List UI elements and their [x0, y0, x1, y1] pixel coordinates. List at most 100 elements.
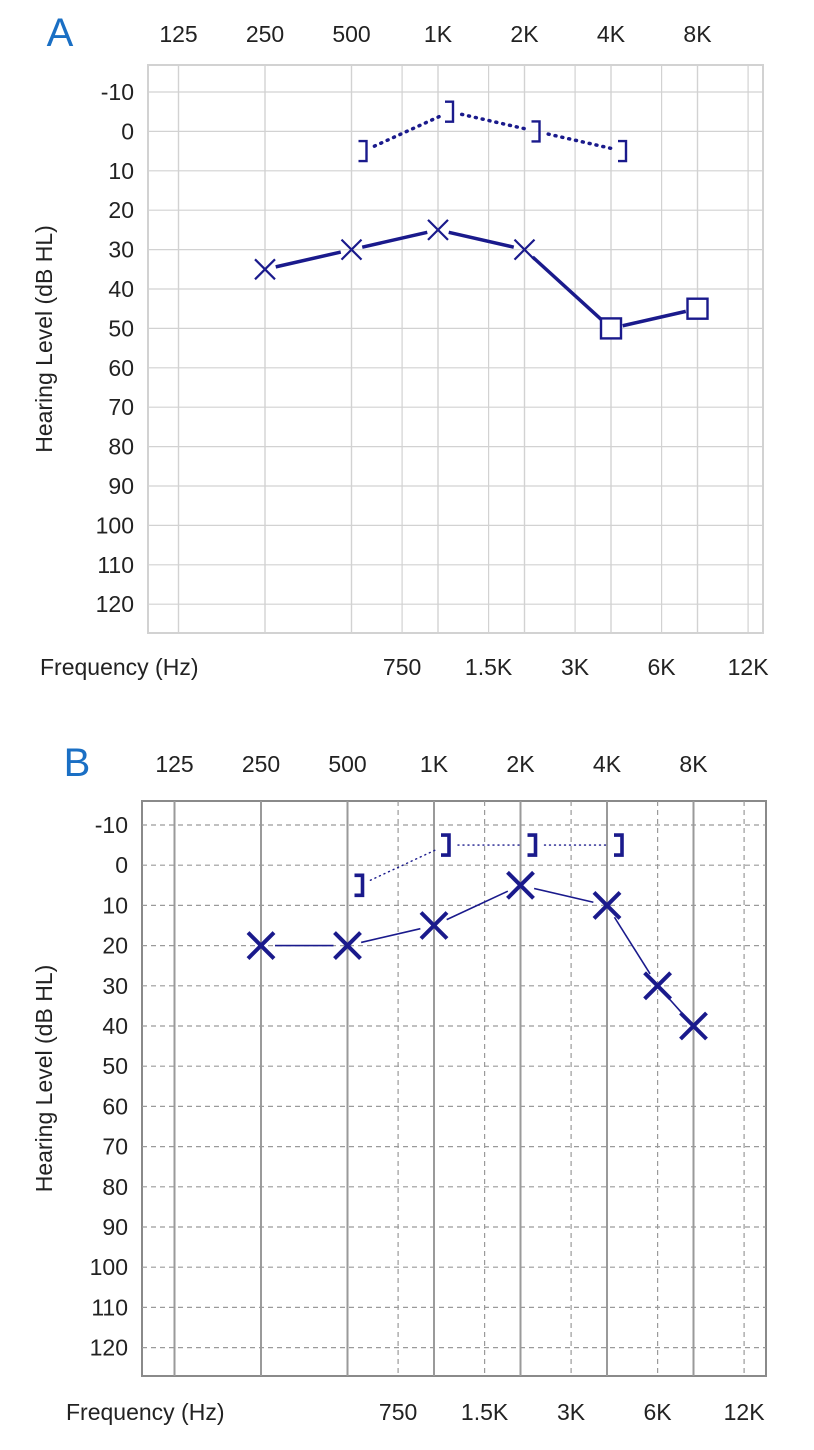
- y-tick-label: 110: [91, 1294, 128, 1320]
- air-conduction-line: [275, 250, 342, 269]
- x-axis-title: Frequency (Hz): [66, 1399, 224, 1425]
- y-tick-label: 90: [108, 473, 134, 499]
- x-tick-label-bottom: 6K: [648, 654, 677, 680]
- x-stroke: [333, 931, 362, 961]
- x-tick-label-top: 2K: [506, 751, 535, 777]
- air-conduction-x-marker: [592, 890, 622, 920]
- y-axis-title: Hearing Level (dB HL): [31, 965, 57, 1193]
- x-stroke: [254, 258, 276, 281]
- x-tick-label-top: 1K: [420, 751, 449, 777]
- x-tick-label-bottom: 12K: [728, 654, 770, 680]
- plot-frame: [141, 800, 767, 1377]
- x-tick-label-bottom: 6K: [644, 1399, 673, 1425]
- x-tick-label-top: 125: [155, 751, 193, 777]
- y-tick-label: 60: [108, 355, 134, 381]
- y-tick-label: 30: [102, 973, 128, 999]
- y-tick-label: 80: [102, 1174, 128, 1200]
- air-conduction-line: [622, 309, 687, 328]
- x-tick-label-bottom: 750: [379, 1399, 417, 1425]
- x-tick-label-top: 4K: [597, 21, 626, 47]
- air-conduction-x-marker: [419, 911, 449, 940]
- x-stroke: [513, 238, 536, 261]
- masked-air-square-marker: [686, 297, 709, 320]
- bone-conduction-bracket-marker: [527, 833, 538, 857]
- y-tick-label: 60: [102, 1093, 128, 1119]
- air-conduction-x-marker: [427, 219, 449, 241]
- bone-conduction-bracket-marker: [445, 100, 455, 123]
- air-conduction-x-marker: [340, 238, 363, 261]
- air-conduction-line: [446, 890, 509, 921]
- air-conduction-x-marker: [679, 1011, 708, 1041]
- y-tick-label: 20: [108, 197, 134, 223]
- bone-conduction-line: [369, 849, 436, 881]
- y-tick-label: 120: [96, 591, 134, 617]
- y-tick-label: -10: [95, 812, 128, 838]
- x-stroke: [679, 1011, 708, 1041]
- bone-conduction-bracket-marker: [441, 833, 451, 857]
- y-tick-label: 10: [108, 158, 134, 184]
- air-conduction-x-marker: [643, 971, 673, 1001]
- x-axis-title: Frequency (Hz): [40, 654, 198, 680]
- y-tick-label: 70: [108, 394, 134, 420]
- y-tick-label: 100: [90, 1254, 128, 1280]
- x-tick-label-top: 250: [246, 21, 284, 47]
- air-conduction-x-marker: [333, 931, 362, 961]
- y-tick-label: 50: [108, 315, 134, 341]
- x-tick-label-bottom: 12K: [724, 1399, 766, 1425]
- x-tick-label-top: 500: [332, 21, 370, 47]
- bone-conduction-bracket-marker: [614, 833, 624, 857]
- air-conduction-line: [360, 927, 421, 944]
- y-tick-label: 90: [102, 1214, 128, 1240]
- y-tick-label: 20: [102, 933, 128, 959]
- x-tick-label-bottom: 750: [383, 654, 421, 680]
- bone-conduction-bracket-marker: [354, 873, 365, 898]
- x-tick-label-bottom: 1.5K: [461, 1399, 509, 1425]
- bone-conduction-bracket-marker: [358, 139, 368, 163]
- y-axis-title: Hearing Level (dB HL): [31, 225, 57, 453]
- x-tick-label-bottom: 3K: [561, 654, 590, 680]
- y-tick-label: 110: [97, 552, 134, 578]
- y-tick-label: 0: [121, 118, 134, 144]
- x-tick-label-top: 2K: [510, 21, 539, 47]
- x-tick-label-top: 125: [159, 21, 197, 47]
- y-tick-label: 40: [102, 1013, 128, 1039]
- air-conduction-line: [613, 916, 651, 975]
- y-tick-label: 70: [102, 1134, 128, 1160]
- x-stroke: [427, 219, 449, 241]
- x-tick-label-bottom: 3K: [557, 1399, 586, 1425]
- y-tick-label: 0: [115, 852, 128, 878]
- bone-conduction-line: [372, 114, 441, 148]
- air-conduction-x-marker: [246, 931, 276, 961]
- y-tick-label: 10: [102, 892, 128, 918]
- panel-label: A: [47, 11, 74, 55]
- x-tick-label-top: 4K: [593, 751, 622, 777]
- x-stroke: [643, 971, 673, 1001]
- masked-air-square-marker: [599, 317, 623, 340]
- air-conduction-line: [361, 230, 428, 249]
- air-conduction-line: [448, 230, 515, 249]
- x-stroke: [340, 238, 363, 261]
- y-tick-label: 120: [90, 1335, 128, 1361]
- x-tick-label-bottom: 1.5K: [465, 654, 513, 680]
- air-conduction-x-marker: [513, 238, 536, 261]
- panel-label: B: [64, 741, 91, 785]
- x-stroke: [592, 890, 622, 920]
- x-tick-label-top: 8K: [683, 21, 712, 47]
- x-tick-label-top: 250: [242, 751, 280, 777]
- air-conduction-x-marker: [254, 258, 276, 281]
- bone-conduction-bracket-marker: [618, 139, 628, 163]
- y-tick-label: 40: [108, 276, 134, 302]
- plot-frame: [147, 64, 764, 634]
- x-stroke: [419, 911, 449, 940]
- y-tick-label: 50: [102, 1053, 128, 1079]
- x-stroke: [246, 931, 276, 961]
- y-tick-label: -10: [101, 79, 134, 105]
- x-tick-label-top: 1K: [424, 21, 453, 47]
- x-tick-label-top: 500: [328, 751, 366, 777]
- y-tick-label: 30: [108, 237, 134, 263]
- bone-conduction-line: [459, 112, 527, 131]
- x-stroke: [506, 870, 535, 900]
- air-conduction-line: [533, 887, 594, 904]
- bone-conduction-line: [546, 132, 614, 151]
